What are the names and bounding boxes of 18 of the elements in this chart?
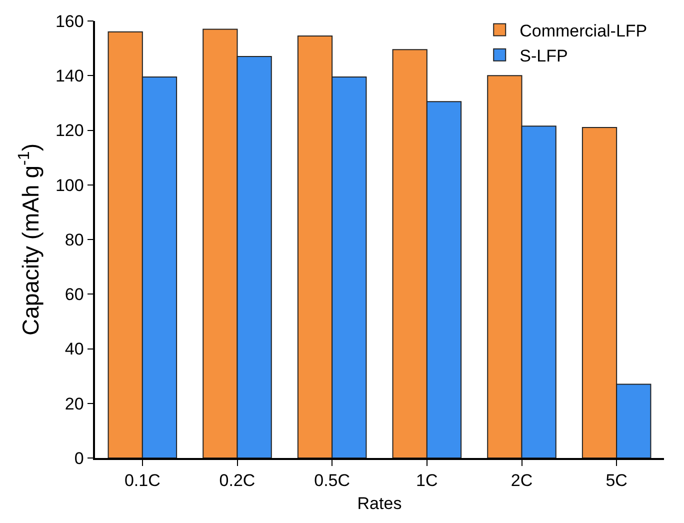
y-tick-label: 160: [55, 12, 84, 31]
y-tick-label: 40: [64, 340, 84, 359]
legend-label: Commercial-LFP: [520, 21, 648, 40]
x-tick-label: 0.1C: [124, 471, 160, 490]
x-tick-label: 2C: [510, 471, 533, 490]
y-tick-label: 20: [64, 394, 84, 414]
x-tick-label: 0.2C: [219, 471, 256, 490]
x-tick-label: 0.5C: [314, 471, 350, 490]
y-tick-label: 140: [55, 66, 84, 86]
x-axis-title: Rates: [357, 494, 402, 514]
y-tick-label: 100: [55, 176, 84, 195]
y-tick-label: 60: [64, 285, 84, 304]
legend-label: S-LFP: [520, 46, 568, 66]
y-tick-label: 80: [64, 230, 84, 250]
y-tick-label: 120: [55, 121, 84, 140]
x-tick-label: 5C: [606, 471, 628, 490]
x-tick-label: 1C: [416, 471, 438, 490]
y-tick-label: 0: [74, 448, 84, 468]
